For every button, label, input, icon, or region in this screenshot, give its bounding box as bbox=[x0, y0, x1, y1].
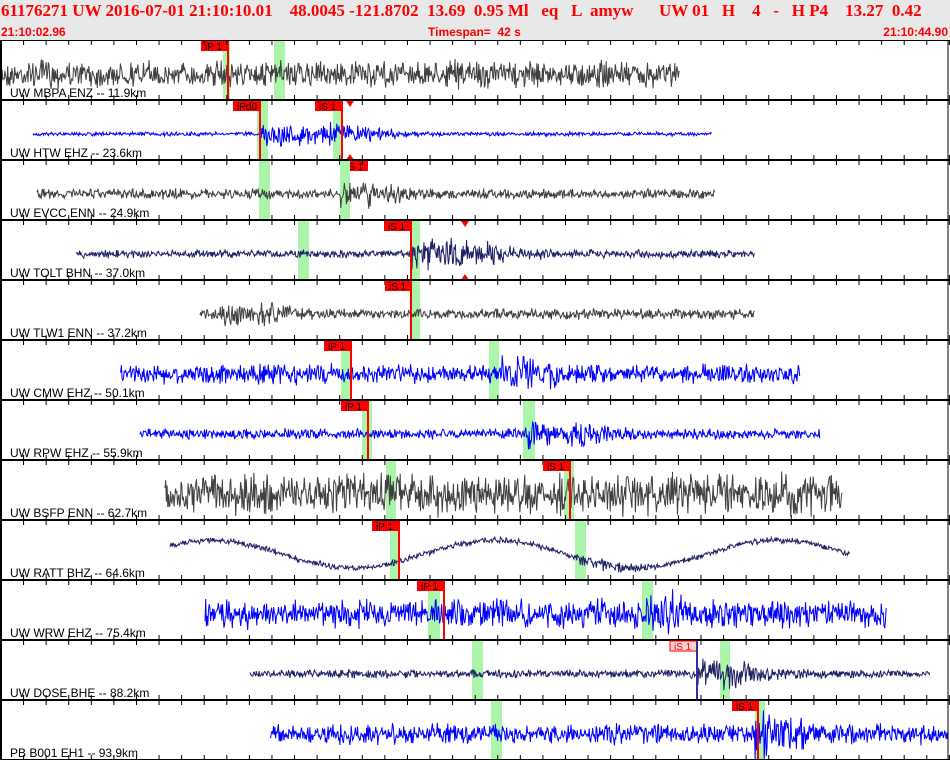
phase-pick[interactable]: iS 1 bbox=[543, 461, 571, 520]
trace-panel[interactable]: iP 1 UW CMW EHZ -- 50.1km bbox=[0, 340, 950, 405]
station-label: UW MBPA ENZ -- 11.9km bbox=[10, 86, 146, 100]
pick-flag[interactable] bbox=[385, 281, 411, 291]
station-label: PB B001 EH1 -- 93.9km bbox=[10, 746, 138, 760]
pick-window bbox=[390, 521, 400, 580]
trace-panel[interactable]: iPd0 iS 1 iS 1 UW HTW EHZ -- 23.6km bbox=[0, 100, 950, 173]
waveform bbox=[169, 535, 851, 573]
phase-pick[interactable]: iS 1 bbox=[385, 281, 412, 340]
waveform bbox=[199, 302, 755, 327]
pick-flag[interactable] bbox=[543, 461, 570, 471]
station-label: UW WRW EHZ -- 75.4km bbox=[10, 626, 146, 640]
phase-pick[interactable]: iP 1 bbox=[417, 581, 445, 640]
pick-label: iP 1 bbox=[345, 402, 362, 413]
pick-label: iS 1 bbox=[389, 282, 407, 293]
station-label: UW BSFP ENN -- 62.7km bbox=[10, 506, 147, 520]
waveform bbox=[204, 589, 887, 635]
pick-flag[interactable] bbox=[732, 701, 758, 711]
phase-pick[interactable]: iP 1 bbox=[372, 521, 400, 580]
waveform bbox=[249, 658, 931, 691]
pick-label: iP 1 bbox=[421, 582, 438, 593]
amplitude-marker-icon bbox=[346, 154, 354, 160]
pick-flag[interactable] bbox=[372, 521, 399, 531]
phase-pick[interactable]: iS 1 bbox=[384, 221, 412, 280]
pick-window bbox=[720, 641, 730, 700]
trace-panel[interactable]: iS 1 UW BSFP ENN -- 62.7km bbox=[0, 460, 950, 525]
trace-panel[interactable]: iP 1 UW MBPA ENZ -- 11.9km bbox=[0, 40, 950, 105]
waveform-panels[interactable]: iP 1 UW MBPA ENZ -- 11.9km iPd0 iS 1 iS 1 UW … bbox=[0, 40, 950, 760]
station-label: UW TLW1 ENN -- 37.2km bbox=[10, 326, 147, 340]
pick-flag[interactable] bbox=[342, 161, 368, 171]
phase-pick[interactable]: iS 1 bbox=[669, 640, 698, 700]
pick-label: iP 1 bbox=[376, 522, 393, 533]
pick-label: iPd0 bbox=[237, 102, 257, 113]
pick-label: iS 1 bbox=[674, 642, 692, 653]
event-summary: 61176271 UW 2016-07-01 21:10:10.01 48.00… bbox=[1, 1, 922, 20]
phase-pick[interactable]: iP 1 bbox=[341, 401, 369, 460]
pick-window bbox=[523, 401, 535, 460]
station-label: UW DOSE BHE -- 88.2km bbox=[10, 686, 149, 700]
pick-flag[interactable] bbox=[201, 41, 228, 51]
pick-flag[interactable] bbox=[341, 401, 368, 411]
waveform bbox=[164, 471, 843, 518]
pick-flag[interactable] bbox=[324, 341, 351, 351]
pick-label: iP 1 bbox=[205, 42, 222, 53]
pick-label: iS 1 bbox=[736, 702, 754, 713]
pick-window bbox=[472, 641, 483, 700]
amplitude-marker-icon bbox=[461, 274, 469, 280]
waveform bbox=[119, 355, 801, 390]
trace-panel[interactable]: iP 1 UW RPW EHZ -- 55.9km bbox=[0, 400, 950, 465]
pick-window bbox=[341, 341, 352, 400]
station-label: UW CMW EHZ -- 50.1km bbox=[10, 386, 145, 400]
pick-window bbox=[410, 281, 420, 340]
pick-flag[interactable] bbox=[315, 101, 342, 111]
pick-label: iS 1 bbox=[346, 162, 364, 173]
station-label: UW TOLT BHN -- 37.0km bbox=[10, 266, 145, 280]
phase-pick[interactable]: iPd0 bbox=[233, 101, 261, 160]
end-time: 21:10:44.90 bbox=[883, 25, 948, 39]
phase-pick[interactable]: iS 1 bbox=[342, 161, 368, 173]
amplitude-marker-icon bbox=[346, 101, 354, 107]
event-header: 61176271 UW 2016-07-01 21:10:10.01 48.00… bbox=[0, 0, 950, 40]
amplitude-marker-icon bbox=[461, 221, 469, 227]
pick-label: iS 1 bbox=[547, 462, 565, 473]
start-time: 21:10:02.96 bbox=[1, 25, 66, 39]
waveform bbox=[0, 58, 680, 90]
pick-window bbox=[575, 521, 586, 580]
waveform bbox=[75, 237, 755, 271]
station-label: UW EVCC ENN -- 24.9km bbox=[10, 206, 149, 220]
trace-panel[interactable]: iS 1 UW TOLT BHN -- 37.0km bbox=[0, 220, 950, 285]
waveform bbox=[139, 420, 821, 450]
waveform bbox=[269, 710, 949, 760]
pick-flag[interactable] bbox=[384, 221, 411, 231]
pick-window bbox=[340, 161, 350, 220]
trace-panel[interactable]: iP 1 UW RATT BHZ -- 64.6km bbox=[0, 520, 950, 585]
station-label: UW HTW EHZ -- 23.6km bbox=[10, 146, 142, 160]
timespan: Timespan= 42 s bbox=[428, 25, 521, 39]
phase-pick[interactable]: iP 1 bbox=[201, 41, 229, 100]
waveform bbox=[32, 121, 712, 148]
waveform bbox=[36, 182, 716, 209]
pick-flag[interactable] bbox=[417, 581, 444, 591]
trace-panel[interactable]: iS 1 PB B001 EH1 -- 93.9km bbox=[0, 700, 950, 760]
pick-label: iS 1 bbox=[388, 222, 406, 233]
pick-window bbox=[642, 581, 653, 640]
trace-panel[interactable]: UW EVCC ENN -- 24.9km bbox=[0, 160, 950, 225]
pick-label: iS 1 bbox=[319, 102, 337, 113]
trace-panel[interactable]: iP 1 UW WRW EHZ -- 75.4km bbox=[0, 580, 950, 645]
trace-panel[interactable]: iS 1 UW TLW1 ENN -- 37.2km bbox=[0, 280, 950, 345]
pick-label: iP 1 bbox=[328, 342, 345, 353]
station-label: UW RPW EHZ -- 55.9km bbox=[10, 446, 143, 460]
phase-pick[interactable]: iS 1 bbox=[732, 701, 759, 760]
pick-flag[interactable] bbox=[233, 101, 260, 111]
station-label: UW RATT BHZ -- 64.6km bbox=[10, 566, 145, 580]
phase-pick[interactable]: iS 1 bbox=[315, 101, 343, 160]
phase-pick[interactable]: iP 1 bbox=[324, 341, 352, 400]
trace-panel[interactable]: iS 1 UW DOSE BHE -- 88.2km bbox=[0, 640, 950, 705]
